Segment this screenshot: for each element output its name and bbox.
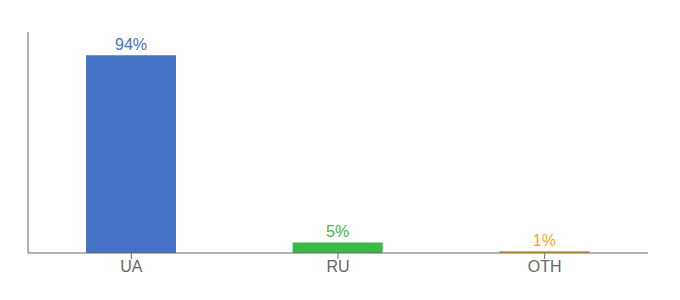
svg-text:1%: 1% [533,232,556,249]
svg-text:OTH: OTH [528,258,562,275]
svg-text:94%: 94% [115,36,147,53]
svg-text:5%: 5% [326,223,349,240]
svg-text:RU: RU [326,258,349,275]
svg-text:UA: UA [120,258,143,275]
